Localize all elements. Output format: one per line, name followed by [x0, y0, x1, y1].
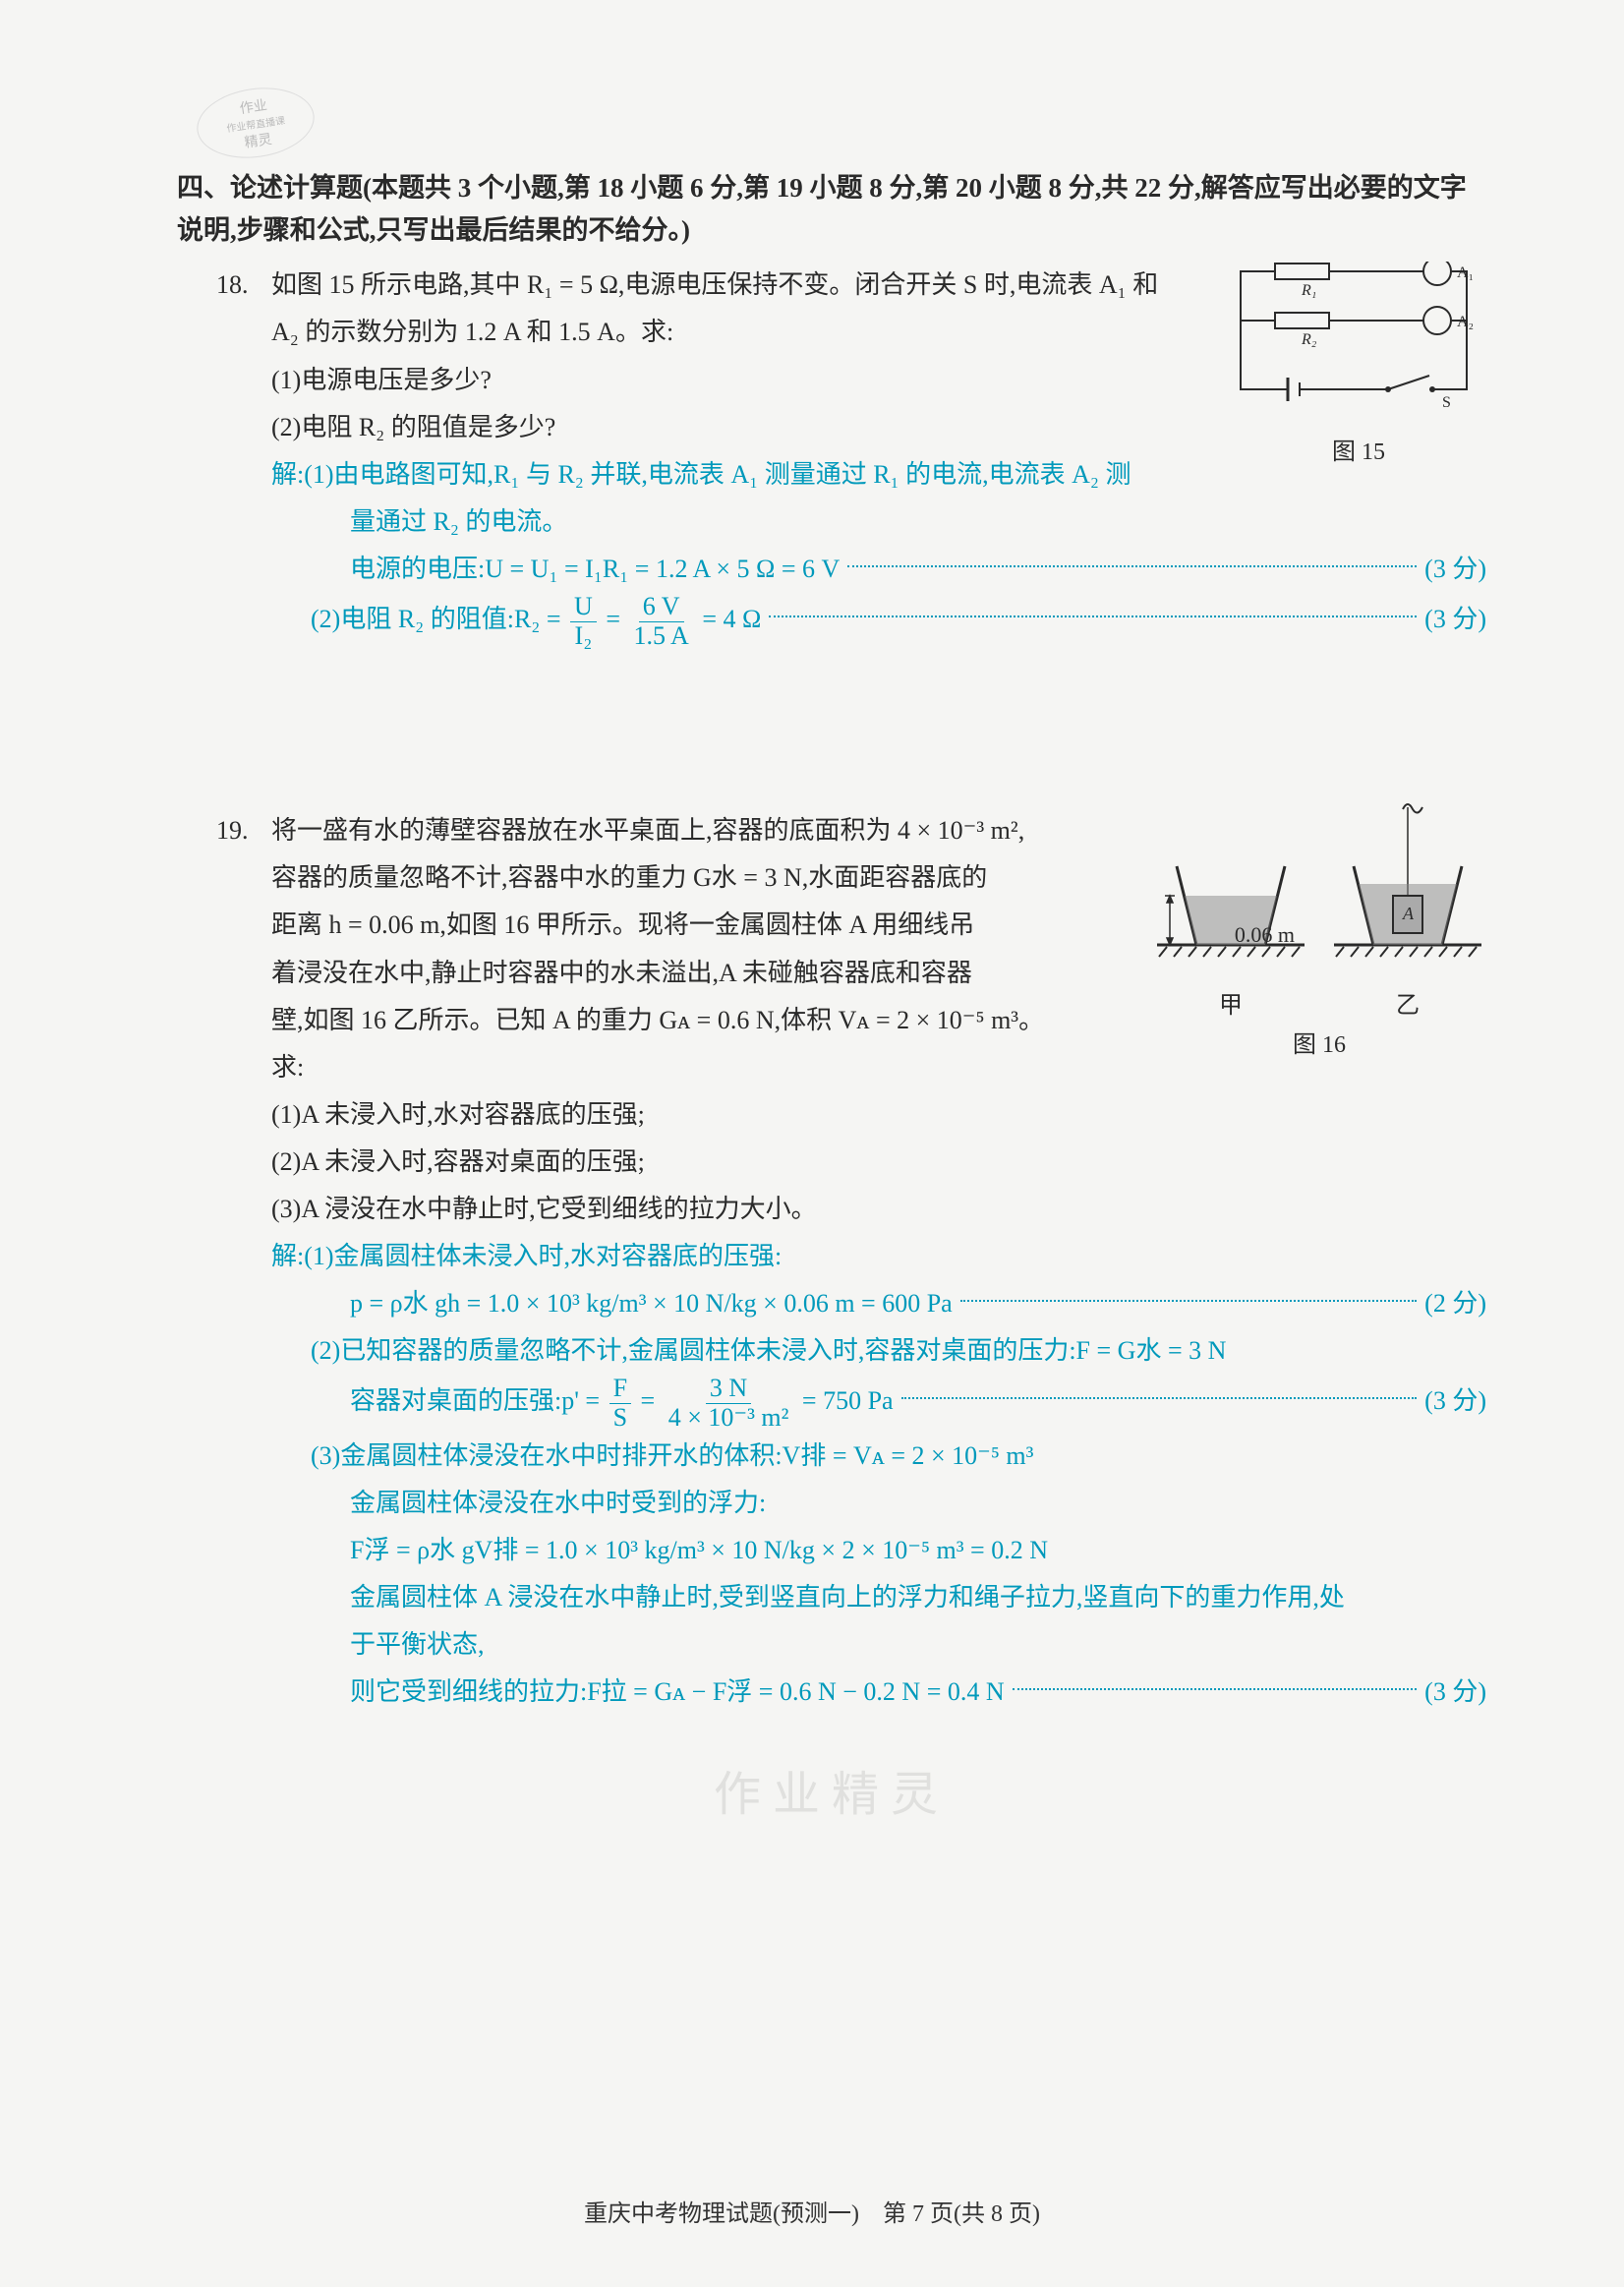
frac-num: 6 V: [639, 593, 684, 622]
sol-line: 金属圆柱体浸没在水中时受到的浮力:: [271, 1480, 1486, 1527]
eq-part: 容器对桌面的压强:p' =: [350, 1386, 607, 1415]
sol-line: (2)已知容器的质量忽略不计,金属圆柱体未浸入时,容器对桌面的压力:F = G水…: [271, 1327, 1486, 1375]
sol-line: F浮 = ρ水 gV排 = 1.0 × 10³ kg/m³ × 10 N/kg …: [271, 1527, 1486, 1574]
p19-solution: 解:(1)金属圆柱体未浸入时,水对容器底的压强: p = ρ水 gh = 1.0…: [271, 1233, 1486, 1716]
dot-leader: [901, 1397, 1418, 1399]
p19-q3: (3)A 浸没在水中静止时,它受到细线的拉力大小。: [271, 1186, 1486, 1233]
p19-line: 求:: [271, 1044, 1156, 1091]
eq-part: = 750 Pa: [795, 1386, 893, 1415]
watermark-text: 作业精灵: [177, 1755, 1486, 1824]
score-text: (3 分): [1424, 1378, 1486, 1425]
problem-19: 19.: [216, 807, 1486, 1716]
frac-num: 3 N: [706, 1375, 751, 1404]
sol-line-scored: (2)电阻 R₂ 的阻值:R₂ = UI₂ = 6 V1.5 A = 4 Ω (…: [271, 593, 1486, 650]
fig-left-label: 甲: [1157, 984, 1305, 1027]
score-text: (3 分): [1424, 546, 1486, 593]
fraction: UI₂: [570, 593, 597, 650]
eq-part: =: [634, 1386, 662, 1415]
equation-text: (2)电阻 R₂ 的阻值:R₂ = UI₂ = 6 V1.5 A = 4 Ω: [311, 593, 761, 650]
problem-18: 18.: [216, 262, 1486, 650]
p19-line: 着浸没在水中,静止时容器中的水未溢出,A 未碰触容器底和容器: [271, 950, 1156, 997]
frac-den: 1.5 A: [629, 622, 692, 651]
p19-line: 容器的质量忽略不计,容器中水的重力 G水 = 3 N,水面距容器底的: [271, 854, 1156, 902]
section-header: 四、论述计算题(本题共 3 个小题,第 18 小题 6 分,第 19 小题 8 …: [177, 167, 1486, 252]
frac-den: I₂: [571, 622, 597, 651]
figure-16-right: A 乙: [1334, 797, 1481, 1027]
score-text: (3 分): [1424, 1669, 1486, 1716]
p19-line: 将一盛有水的薄壁容器放在水平桌面上,容器的底面积为 4 × 10⁻³ m²,: [271, 807, 1156, 854]
figure-16-left: 甲: [1157, 797, 1305, 1027]
score-text: (3 分): [1424, 596, 1486, 643]
frac-num: U: [570, 593, 597, 622]
dot-leader: [1013, 1688, 1418, 1690]
dot-leader: [847, 565, 1417, 567]
eq-part: (2)电阻 R₂ 的阻值:R₂ =: [311, 605, 567, 633]
sol-line-scored: p = ρ水 gh = 1.0 × 10³ kg/m³ × 10 N/kg × …: [271, 1280, 1486, 1327]
problem-number: 19.: [216, 807, 249, 854]
p19-q1: (1)A 未浸入时,水对容器底的压强;: [271, 1091, 1486, 1139]
equation-text: 电源的电压:U = U₁ = I₁R₁ = 1.2 A × 5 Ω = 6 V: [350, 546, 840, 593]
fraction: FS: [609, 1375, 631, 1432]
a1-label: A₁: [1457, 264, 1474, 281]
equation-text: p = ρ水 gh = 1.0 × 10³ kg/m³ × 10 N/kg × …: [350, 1280, 953, 1327]
sol-line-scored: 则它受到细线的拉力:F拉 = Gᴀ − F浮 = 0.6 N − 0.2 N =…: [271, 1669, 1486, 1716]
eq-part: = 4 Ω: [696, 605, 762, 633]
equation-text: 则它受到细线的拉力:F拉 = Gᴀ − F浮 = 0.6 N − 0.2 N =…: [350, 1669, 1005, 1716]
page-footer: 重庆中考物理试题(预测一) 第 7 页(共 8 页): [0, 2194, 1624, 2228]
switch-label: S: [1442, 394, 1451, 409]
stamp-line: 精灵: [243, 128, 273, 151]
problem-number: 18.: [216, 262, 249, 309]
dot-leader: [960, 1300, 1417, 1302]
sol-line: 解:(1)金属圆柱体未浸入时,水对容器底的压强:: [271, 1233, 1486, 1280]
eq-part: =: [600, 605, 627, 633]
block-a-label: A: [1402, 904, 1415, 923]
p19-q2: (2)A 未浸入时,容器对桌面的压强;: [271, 1139, 1486, 1186]
section-label: 四、论述计算题: [177, 173, 363, 203]
watermark-stamp: 作业 作业帮直播课 精灵: [193, 81, 319, 165]
sol-line-scored: 容器对桌面的压强:p' = FS = 3 N4 × 10⁻³ m² = 750 …: [271, 1375, 1486, 1432]
p19-line: 壁,如图 16 乙所示。已知 A 的重力 Gᴀ = 0.6 N,体积 Vᴀ = …: [271, 997, 1156, 1044]
figure-16-caption: 图 16: [1152, 1024, 1486, 1067]
frac-den: 4 × 10⁻³ m²: [665, 1404, 793, 1433]
score-text: (2 分): [1424, 1280, 1486, 1327]
p18-line: 如图 15 所示电路,其中 R₁ = 5 Ω,电源电压保持不变。闭合开关 S 时…: [271, 262, 1225, 309]
p19-line: 距离 h = 0.06 m,如图 16 甲所示。现将一金属圆柱体 A 用细线吊: [271, 902, 1156, 949]
circuit-diagram-svg: R₁ R₂ A₁ A₂ S: [1231, 262, 1486, 409]
sol-line-scored: 电源的电压:U = U₁ = I₁R₁ = 1.2 A × 5 Ω = 6 V …: [271, 546, 1486, 593]
r1-label: R₁: [1301, 282, 1316, 299]
figure-15-caption: 图 15: [1231, 431, 1486, 474]
figure-15: R₁ R₂ A₁ A₂ S 图 15: [1231, 262, 1486, 474]
container-right-svg: A: [1334, 797, 1481, 965]
section-desc: (本题共 3 个小题,第 18 小题 6 分,第 19 小题 8 分,第 20 …: [177, 173, 1467, 245]
figure-16: 甲 A: [1152, 797, 1486, 1027]
sol-line: (3)金属圆柱体浸没在水中时排开水的体积:V排 = Vᴀ = 2 × 10⁻⁵ …: [271, 1433, 1486, 1480]
fraction: 6 V1.5 A: [629, 593, 692, 650]
sol-line: 金属圆柱体 A 浸没在水中静止时,受到竖直向上的浮力和绳子拉力,竖直向下的重力作…: [271, 1574, 1486, 1621]
a2-label: A₂: [1457, 314, 1474, 330]
fraction: 3 N4 × 10⁻³ m²: [665, 1375, 793, 1432]
r2-label: R₂: [1301, 331, 1317, 348]
equation-text: 容器对桌面的压强:p' = FS = 3 N4 × 10⁻³ m² = 750 …: [350, 1375, 894, 1432]
fig-right-label: 乙: [1334, 984, 1481, 1027]
sol-line: 量通过 R₂ 的电流。: [271, 498, 1486, 546]
height-label: 0.06 m: [1235, 915, 1295, 956]
frac-den: S: [609, 1404, 631, 1433]
p18-solution: 解:(1)由电路图可知,R₁ 与 R₂ 并联,电流表 A₁ 测量通过 R₁ 的电…: [271, 451, 1486, 650]
frac-num: F: [609, 1375, 631, 1404]
dot-leader: [769, 616, 1417, 617]
sol-line: 于平衡状态,: [271, 1621, 1486, 1669]
